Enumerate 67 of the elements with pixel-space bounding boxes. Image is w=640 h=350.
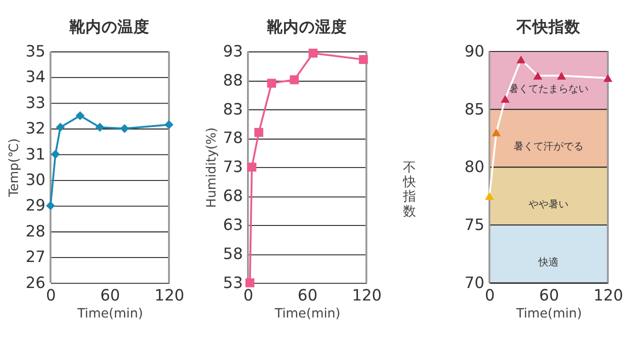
y-axis-title: Humidity(%): [204, 127, 220, 208]
point: [247, 162, 256, 172]
x-axis-title: Time(min): [274, 306, 340, 322]
y-tick-label: 53: [223, 274, 243, 292]
x-tick-label: 0: [484, 286, 495, 305]
point: [492, 128, 501, 136]
x-tick-label: 0: [243, 286, 254, 305]
point: [95, 122, 104, 132]
y-tick-label: 35: [26, 42, 46, 60]
chart-title: 不快指数: [516, 18, 582, 36]
point: [267, 78, 276, 88]
x-tick-label: 0: [46, 286, 56, 305]
x-tick-label: 120: [154, 286, 184, 305]
y-tick-label: 90: [464, 42, 484, 60]
point: [556, 72, 566, 80]
y-tick-label: 73: [223, 158, 243, 176]
y-tick-label: 58: [223, 244, 243, 263]
point: [290, 75, 299, 84]
y-tick-label: 88: [223, 71, 243, 90]
point: [46, 201, 55, 210]
y-tick-label: 83: [223, 100, 243, 118]
x-tick-label: 120: [593, 286, 624, 305]
band-label: 快適: [538, 256, 559, 268]
y-tick-label: 33: [26, 94, 46, 112]
y-tick-label: 32: [26, 120, 46, 138]
point: [245, 278, 254, 288]
point: [358, 55, 368, 64]
point: [308, 48, 318, 58]
x-tick-label: 120: [352, 286, 382, 305]
band-label: 暑くてたまらない: [508, 84, 589, 95]
x-tick-label: 60: [100, 286, 120, 305]
point: [484, 192, 494, 200]
y-tick-label: 31: [26, 145, 46, 164]
y-tick-label: 27: [26, 248, 46, 266]
band-label: やや暑い: [528, 199, 569, 210]
point: [76, 111, 85, 120]
y-axis-title: 不快指数: [402, 160, 416, 220]
y-tick-label: 93: [223, 42, 243, 60]
point: [533, 72, 542, 80]
point: [164, 120, 174, 130]
y-tick-label: 78: [223, 129, 243, 148]
x-axis-title: Time(min): [76, 306, 144, 322]
point: [56, 122, 65, 132]
x-tick-label: 60: [539, 286, 560, 305]
x-tick-label: 60: [298, 286, 318, 305]
point: [516, 56, 526, 64]
point: [500, 94, 510, 103]
band-label: 暑くて汗がでる: [514, 140, 584, 153]
y-tick-label: 80: [464, 158, 484, 176]
y-tick-label: 75: [464, 216, 484, 234]
chart-title: 靴内の温度: [68, 17, 150, 36]
y-tick-label: 30: [26, 171, 46, 190]
y-tick-label: 28: [26, 222, 46, 240]
y-tick-label: 63: [223, 216, 243, 234]
y-tick-label: 68: [223, 187, 243, 206]
point: [50, 150, 60, 159]
x-axis-title: Time(min): [515, 306, 582, 322]
y-axis-title: Temp(℃): [7, 138, 22, 198]
y-tick-label: 26: [26, 274, 46, 292]
y-tick-label: 70: [464, 274, 484, 292]
y-tick-label: 85: [464, 100, 484, 118]
y-tick-label: 34: [26, 68, 46, 86]
y-tick-label: 29: [26, 196, 46, 215]
point: [603, 74, 612, 82]
point: [254, 128, 264, 137]
chart-title: 靴内の湿度: [266, 17, 348, 36]
point: [120, 124, 130, 134]
